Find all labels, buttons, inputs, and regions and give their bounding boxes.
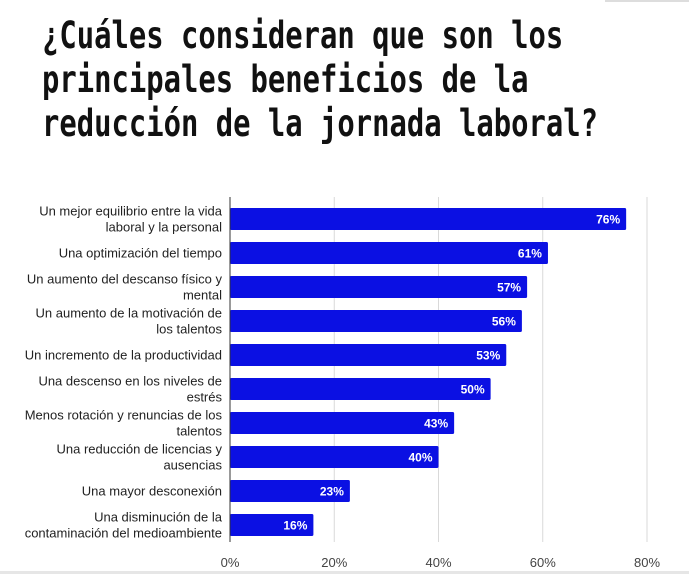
x-tick-label: 60%	[530, 555, 556, 570]
data-label: 56%	[492, 315, 516, 329]
bottom-divider	[0, 571, 689, 574]
bar	[230, 480, 350, 502]
category-label: talentos	[176, 424, 222, 439]
x-tick-label: 0%	[221, 555, 240, 570]
category-label: ausencias	[163, 458, 222, 473]
data-label: 23%	[320, 485, 344, 499]
category-label: contaminación del medioambiente	[25, 526, 222, 541]
bar	[230, 378, 491, 400]
bar	[230, 242, 548, 264]
chart-title: ¿Cuáles consideran que son los principal…	[42, 14, 682, 146]
bar	[230, 344, 507, 366]
title-line: reducción de la jornada laboral?	[42, 102, 599, 145]
bar	[230, 208, 627, 230]
bar	[230, 412, 455, 434]
category-label: Una reducción de licencias y	[57, 442, 223, 457]
category-label: Una disminución de la	[94, 510, 223, 525]
title-line: ¿Cuáles consideran que son los	[42, 14, 564, 57]
bar	[230, 514, 314, 536]
x-tick-label: 20%	[321, 555, 347, 570]
category-label: los talentos	[156, 322, 222, 337]
category-label: laboral y la personal	[106, 220, 222, 235]
category-label: Un mejor equilibrio entre la vida	[39, 204, 223, 219]
category-label: Un aumento de la motivación de	[36, 306, 222, 321]
data-label: 76%	[596, 213, 620, 227]
data-label: 50%	[461, 383, 485, 397]
category-label: estrés	[187, 390, 223, 405]
title-line: principales beneficios de la	[42, 58, 529, 101]
category-label: Un aumento del descanso físico y	[27, 272, 223, 287]
x-tick-label: 40%	[425, 555, 451, 570]
category-label: Menos rotación y renuncias de los	[25, 408, 223, 423]
data-label: 53%	[476, 349, 500, 363]
top-divider	[605, 0, 689, 2]
category-label: Una optimización del tiempo	[59, 246, 222, 261]
bar	[230, 276, 528, 298]
data-label: 16%	[283, 519, 307, 533]
category-label: Una mayor desconexión	[82, 484, 222, 499]
data-label: 40%	[408, 451, 432, 465]
bar	[230, 310, 522, 332]
data-label: 57%	[497, 281, 521, 295]
x-tick-label: 80%	[634, 555, 660, 570]
category-label: mental	[183, 288, 222, 303]
category-label: Un incremento de la productividad	[25, 348, 222, 363]
data-label: 43%	[424, 417, 448, 431]
data-label: 61%	[518, 247, 542, 261]
category-label: Una descenso en los niveles de	[38, 374, 222, 389]
bar	[230, 446, 439, 468]
